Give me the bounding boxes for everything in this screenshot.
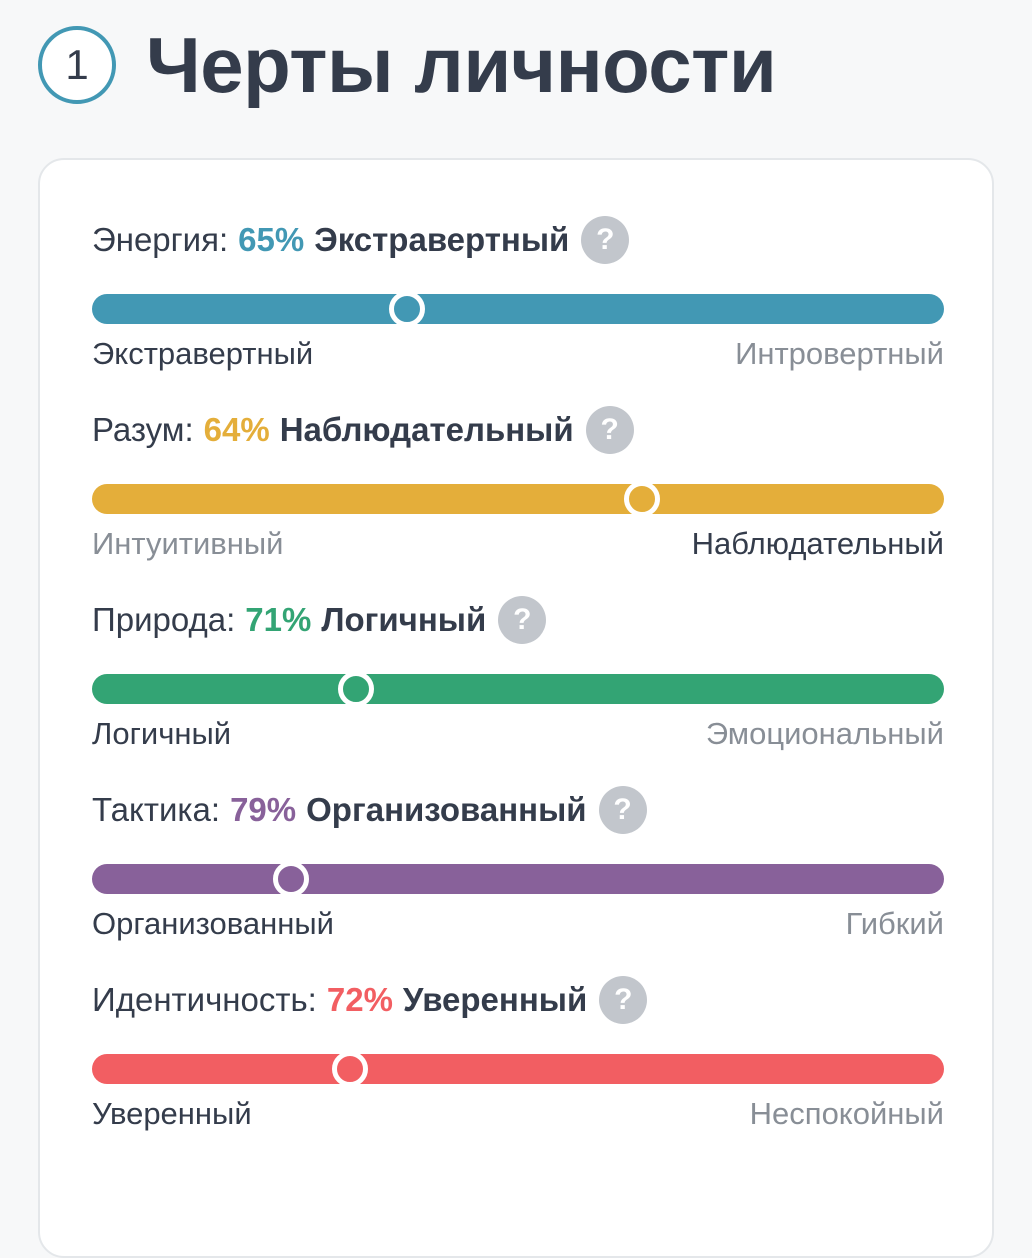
trait-nature: Природа: 71% Логичный ? Логичный Эмоцион… [92,592,944,751]
trait-right-label: Наблюдательный [691,526,944,561]
trait-bar [92,861,944,897]
trait-result: Уверенный [402,981,588,1018]
trait-percent: 64% [203,411,270,448]
page-title: Черты личности [146,21,777,109]
trait-left-label: Уверенный [92,1096,252,1131]
trait-percent: 71% [245,601,312,638]
step-number-badge: 1 [38,26,116,104]
trait-header: Разум: 64% Наблюдательный ? [92,402,634,458]
trait-tactics: Тактика: 79% Организованный ? Организова… [92,782,944,941]
trait-bar [92,291,944,327]
trait-result: Организованный [306,791,587,828]
trait-name: Энергия: [92,221,229,258]
trait-name: Идентичность: [92,981,317,1018]
trait-right-label: Эмоциональный [705,716,944,751]
trait-bar [92,481,944,517]
trait-right-label: Интровертный [735,336,944,371]
trait-name: Тактика: [92,791,221,828]
trait-header: Природа: 71% Логичный ? [92,592,547,648]
trait-left-label: Логичный [92,716,232,751]
trait-percent: 79% [230,791,297,828]
trait-result: Экстравертный [314,221,570,258]
trait-bar [92,671,944,707]
trait-result: Логичный [321,601,487,638]
help-icon[interactable]: ? [498,596,547,644]
trait-right-label: Неспокойный [749,1096,944,1131]
help-icon[interactable]: ? [599,976,648,1024]
trait-marker [389,291,426,327]
trait-header: Тактика: 79% Организованный ? [92,782,647,838]
trait-left-label: Экстравертный [92,336,314,371]
trait-marker [272,861,309,897]
trait-marker [332,1051,369,1087]
help-icon[interactable]: ? [581,216,630,264]
trait-percent: 65% [238,221,305,258]
trait-energy: Энергия: 65% Экстравертный ? Экстравертн… [92,212,944,371]
trait-left-label: Интуитивный [92,526,284,561]
trait-identity: Идентичность: 72% Уверенный ? Уверенный … [92,972,944,1131]
trait-name: Разум: [92,411,194,448]
help-icon[interactable]: ? [598,786,647,834]
help-icon[interactable]: ? [585,406,634,454]
trait-bar [92,1051,944,1087]
trait-right-label: Гибкий [845,906,944,941]
trait-header: Идентичность: 72% Уверенный ? [92,972,648,1028]
trait-marker [623,481,660,517]
trait-mind: Разум: 64% Наблюдательный ? Интуитивный … [92,402,944,561]
traits-card: Энергия: 65% Экстравертный ? Экстравертн… [38,158,994,1258]
trait-result: Наблюдательный [279,411,574,448]
trait-left-label: Организованный [92,906,334,941]
trait-marker [338,671,375,707]
trait-name: Природа: [92,601,236,638]
trait-header: Энергия: 65% Экстравертный ? [92,212,630,268]
section-header: 1 Черты личности [38,20,777,110]
trait-percent: 72% [326,981,393,1018]
